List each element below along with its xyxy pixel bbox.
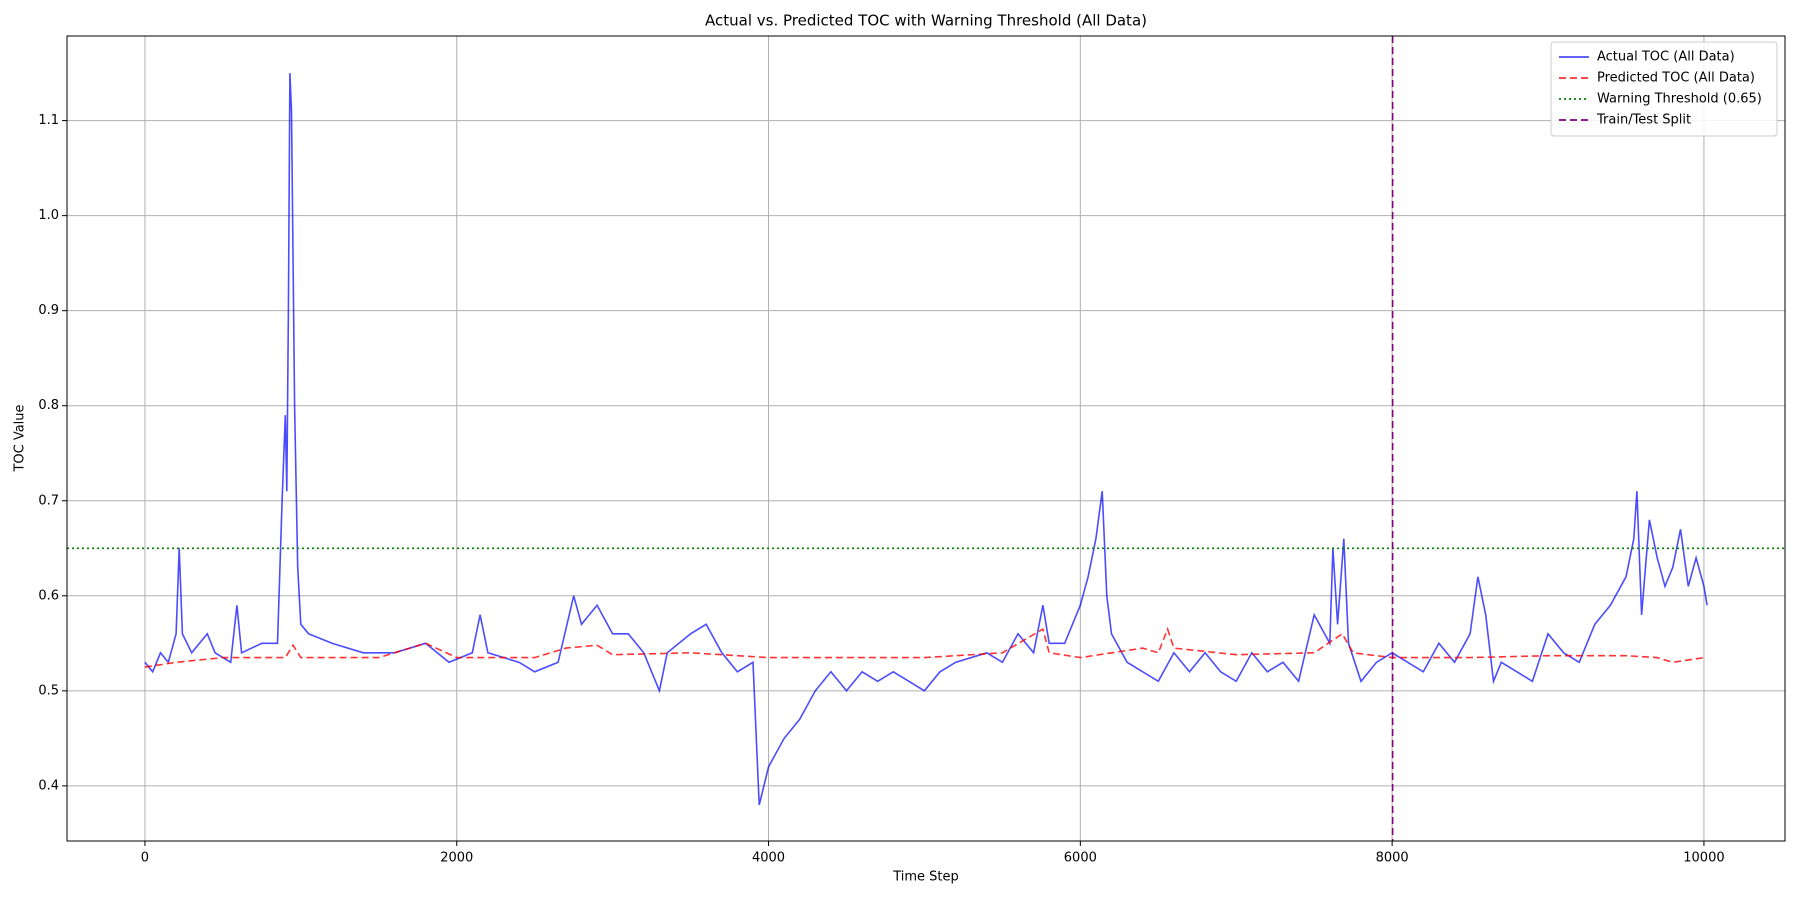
y-axis-label: TOC Value xyxy=(13,404,28,472)
data-line xyxy=(144,73,1708,806)
y-tick-label: 0.4 xyxy=(38,778,59,793)
data-line xyxy=(144,626,1705,668)
x-tick-label: 10000 xyxy=(1683,851,1724,866)
x-tick-label: 2000 xyxy=(440,851,473,866)
y-tick-label: 0.6 xyxy=(38,588,59,603)
y-tick-label: 0.8 xyxy=(38,398,59,413)
y-tick-label: 0.9 xyxy=(38,303,59,318)
y-tick-label: 1.0 xyxy=(38,208,59,223)
x-tick-label: 4000 xyxy=(752,851,785,866)
legend-label: Train/Test Split xyxy=(1596,113,1691,128)
legend-label: Actual TOC (All Data) xyxy=(1597,50,1735,65)
y-tick-label: 0.7 xyxy=(38,493,59,508)
x-tick-label: 8000 xyxy=(1376,851,1409,866)
x-axis-label: Time Step xyxy=(892,870,959,885)
x-tick-label: 6000 xyxy=(1064,851,1097,866)
legend-label: Warning Threshold (0.65) xyxy=(1597,92,1762,107)
legend-box xyxy=(1550,41,1778,137)
x-tick-label: 0 xyxy=(141,851,149,866)
chart-title: Actual vs. Predicted TOC with Warning Th… xyxy=(705,12,1147,30)
y-tick-label: 0.5 xyxy=(38,683,59,698)
y-tick-label: 1.1 xyxy=(38,113,59,128)
legend: Actual TOC (All Data) Predicted TOC (All … xyxy=(1550,41,1778,137)
plot-frame xyxy=(66,35,1786,842)
legend-label: Predicted TOC (All Data) xyxy=(1597,71,1755,86)
